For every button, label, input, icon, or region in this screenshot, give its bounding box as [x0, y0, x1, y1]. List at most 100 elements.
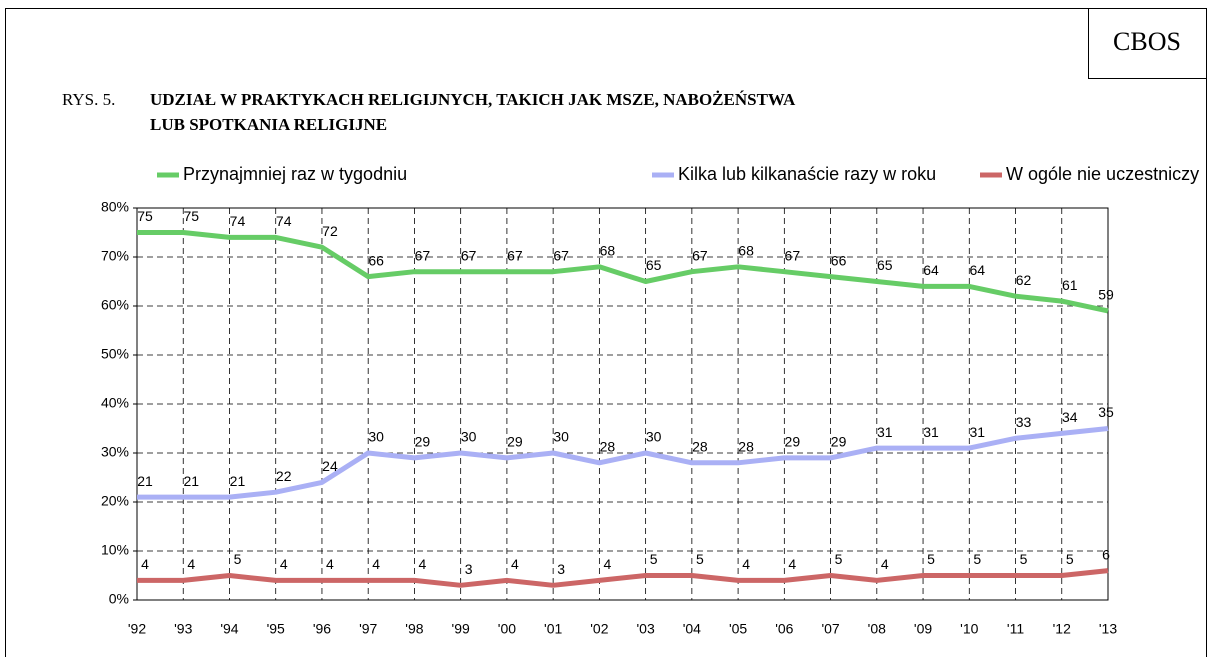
x-tick-label: '02 — [590, 621, 608, 637]
chart-title: LUB SPOTKANIA RELIGIJNE — [150, 115, 387, 134]
data-label: 4 — [187, 556, 195, 572]
data-label: 21 — [137, 473, 153, 489]
data-label: 29 — [415, 434, 431, 450]
data-label: 5 — [1066, 551, 1074, 567]
x-tick-label: '11 — [1007, 621, 1024, 637]
data-label: 4 — [788, 556, 796, 572]
x-tick-label: '12 — [1053, 621, 1071, 637]
x-tick-label: '13 — [1099, 621, 1117, 637]
data-label: 74 — [276, 213, 292, 229]
x-tick-label: '97 — [359, 621, 377, 637]
legend-label: Kilka lub kilkanaście razy w roku — [678, 164, 936, 184]
data-label: 75 — [137, 208, 153, 224]
data-label: 30 — [368, 429, 384, 445]
x-tick-label: '06 — [775, 621, 793, 637]
x-tick-label: '96 — [313, 621, 331, 637]
data-label: 35 — [1098, 404, 1114, 420]
data-label: 5 — [927, 551, 935, 567]
y-tick-label: 80% — [101, 199, 129, 215]
data-label: 4 — [419, 556, 427, 572]
data-label: 4 — [603, 556, 611, 572]
data-label: 64 — [969, 262, 985, 278]
legend-label: W ogóle nie uczestniczy — [1006, 164, 1199, 184]
data-label: 4 — [742, 556, 750, 572]
legend-label: Przynajmniej raz w tygodniu — [183, 164, 407, 184]
data-label: 67 — [553, 247, 569, 263]
x-tick-label: '93 — [174, 621, 192, 637]
data-label: 65 — [877, 257, 893, 273]
data-label: 67 — [507, 247, 523, 263]
y-tick-label: 60% — [101, 297, 129, 313]
data-label: 4 — [141, 556, 149, 572]
x-tick-label: '03 — [636, 621, 654, 637]
x-tick-label: '92 — [128, 621, 146, 637]
y-tick-label: 40% — [101, 395, 129, 411]
data-label: 68 — [738, 243, 754, 259]
data-label: 67 — [461, 247, 477, 263]
data-label: 5 — [835, 551, 843, 567]
data-label: 31 — [969, 424, 985, 440]
x-tick-label: '10 — [960, 621, 978, 637]
y-tick-label: 0% — [109, 591, 129, 607]
data-label: 33 — [1016, 414, 1032, 430]
data-label: 61 — [1062, 277, 1078, 293]
data-label: 21 — [230, 473, 246, 489]
data-label: 21 — [183, 473, 199, 489]
data-label: 72 — [322, 223, 338, 239]
data-label: 66 — [368, 252, 384, 268]
x-tick-label: '09 — [914, 621, 932, 637]
series-line — [137, 426, 1109, 500]
data-label: 66 — [831, 252, 847, 268]
x-tick-label: '94 — [220, 621, 238, 637]
x-tick-label: '04 — [683, 621, 701, 637]
data-label: 74 — [230, 213, 246, 229]
series-line — [137, 230, 1109, 314]
data-label: 24 — [322, 458, 338, 474]
y-tick-label: 70% — [101, 248, 129, 264]
data-label: 67 — [692, 247, 708, 263]
data-label: 34 — [1062, 409, 1078, 425]
data-label: 4 — [326, 556, 334, 572]
data-label: 28 — [738, 439, 754, 455]
data-label: 64 — [923, 262, 939, 278]
chart-title: UDZIAŁ W PRAKTYKACH RELIGIJNYCH, TAKICH … — [150, 90, 796, 109]
data-label: 3 — [557, 561, 565, 577]
data-label: 5 — [234, 551, 242, 567]
x-tick-label: '95 — [267, 621, 285, 637]
data-label: 4 — [881, 556, 889, 572]
data-label: 22 — [276, 468, 292, 484]
data-label: 5 — [1020, 551, 1028, 567]
x-tick-label: '98 — [405, 621, 423, 637]
data-label: 3 — [465, 561, 473, 577]
data-label: 68 — [600, 243, 616, 259]
data-label: 62 — [1016, 272, 1032, 288]
data-label: 5 — [973, 551, 981, 567]
data-label: 30 — [461, 429, 477, 445]
data-label: 4 — [280, 556, 288, 572]
series-line — [137, 568, 1109, 588]
data-label: 65 — [646, 257, 662, 273]
data-label: 29 — [785, 434, 801, 450]
data-label: 29 — [831, 434, 847, 450]
data-label: 29 — [507, 434, 523, 450]
y-tick-label: 10% — [101, 542, 129, 558]
data-label: 4 — [511, 556, 519, 572]
y-tick-label: 30% — [101, 444, 129, 460]
data-label: 59 — [1098, 287, 1114, 303]
data-label: 30 — [553, 429, 569, 445]
x-tick-label: '01 — [544, 621, 562, 637]
data-label: 28 — [600, 439, 616, 455]
data-label: 4 — [372, 556, 380, 572]
data-label: 75 — [183, 208, 199, 224]
data-label: 31 — [923, 424, 939, 440]
data-label: 28 — [692, 439, 708, 455]
data-label: 67 — [415, 247, 431, 263]
frame — [5, 8, 1207, 657]
y-tick-label: 50% — [101, 346, 129, 362]
x-tick-label: '05 — [729, 621, 747, 637]
source-box — [1088, 8, 1207, 79]
x-tick-label: '08 — [868, 621, 886, 637]
data-label: 5 — [650, 551, 658, 567]
source: CBOS — [1113, 27, 1181, 56]
